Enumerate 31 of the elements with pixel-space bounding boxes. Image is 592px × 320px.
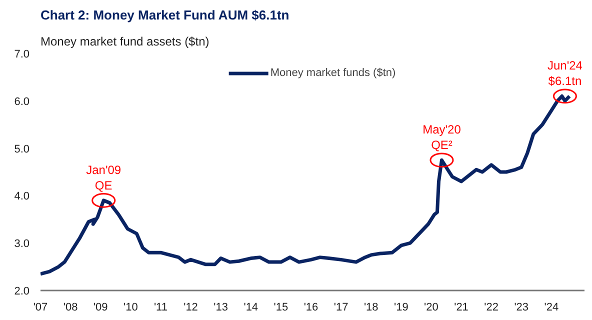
x-tick-label: '11 — [154, 302, 168, 314]
legend-label: Money market funds ($tn) — [270, 67, 396, 79]
x-tick-label: '15 — [274, 302, 288, 314]
y-tick-label: 4.0 — [14, 190, 30, 203]
annotation: Jan'09 QE — [86, 162, 122, 192]
x-tick-label: '24 — [544, 302, 559, 314]
x-tick-label: '18 — [364, 302, 378, 314]
chart-title: Chart 2: Money Market Fund AUM $6.1tn — [40, 8, 290, 22]
y-tick-label: 2.0 — [14, 286, 30, 298]
x-tick-label: '13 — [214, 302, 228, 314]
x-tick-label: '20 — [424, 302, 438, 314]
x-tick-label: '22 — [484, 302, 499, 314]
x-tick-label: '12 — [184, 302, 198, 314]
x-tick-label: '23 — [514, 302, 529, 314]
x-tick-label: '10 — [124, 302, 138, 314]
chart-subtitle: Money market fund assets ($tn) — [40, 34, 210, 48]
x-tick-label: '14 — [244, 302, 258, 314]
x-tick-label: '09 — [93, 302, 108, 314]
x-tick-label: '16 — [304, 302, 318, 314]
annotation: May'20 QE² — [422, 122, 462, 152]
y-tick-label: 3.0 — [14, 238, 30, 250]
y-tick-label: 6.0 — [14, 96, 30, 108]
x-tick-label: '17 — [334, 302, 348, 314]
annotation: Jun'24 $6.1tn — [547, 58, 583, 88]
y-tick-label: 5.0 — [14, 143, 30, 156]
x-tick-label: '07 — [33, 302, 48, 314]
y-tick-label: 7.0 — [14, 48, 30, 60]
line-series — [40, 94, 572, 276]
x-tick-label: '08 — [63, 302, 78, 314]
x-tick-label: '19 — [394, 302, 408, 314]
x-tick-label: '21 — [454, 302, 468, 314]
